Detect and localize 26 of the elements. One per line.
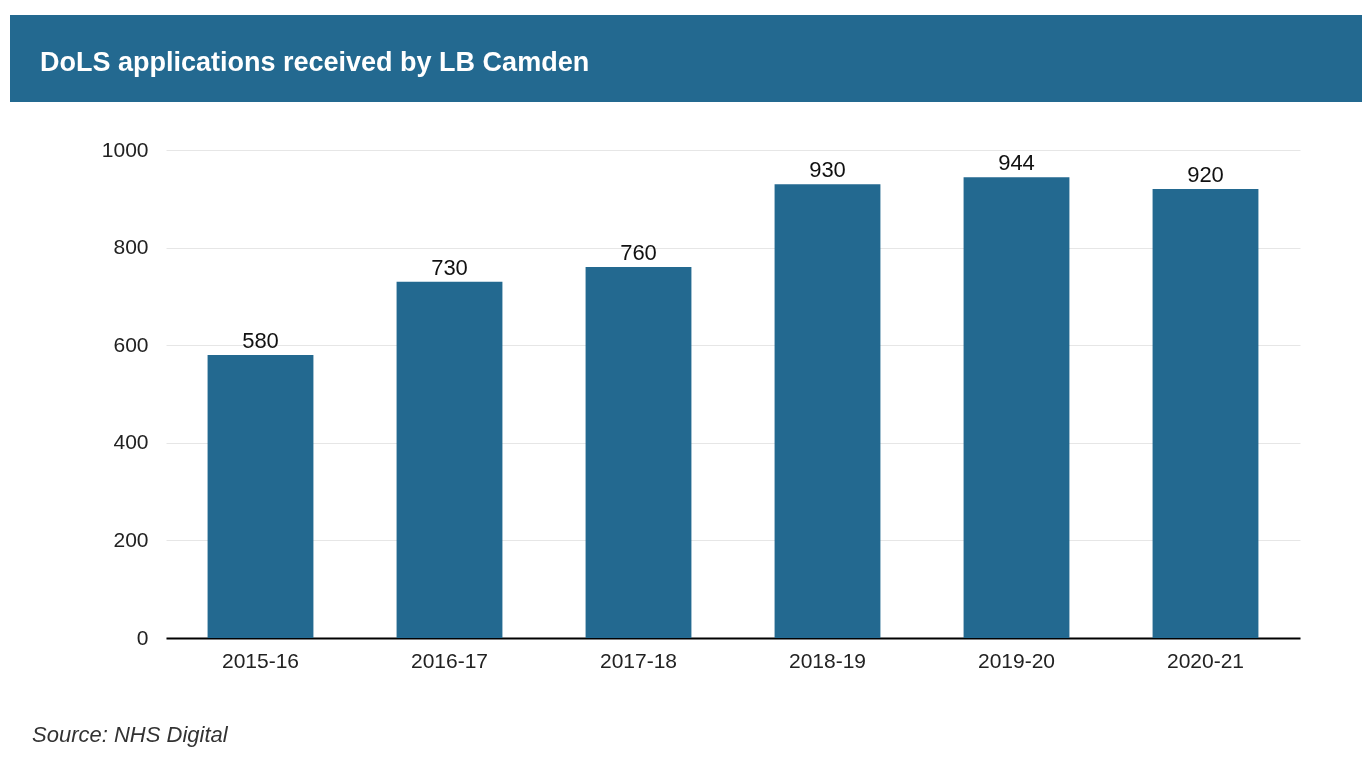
bar — [1152, 189, 1259, 638]
source-note: Source: NHS Digital — [32, 722, 228, 748]
data-label: 760 — [620, 240, 657, 266]
x-tick-label: 2016-17 — [410, 648, 489, 672]
y-tick-label: 600 — [113, 332, 149, 356]
x-tick-label: 2015-16 — [221, 648, 300, 672]
bar — [774, 184, 881, 638]
y-tick-label: 200 — [113, 527, 149, 551]
bar — [207, 354, 314, 638]
data-label: 920 — [1187, 162, 1224, 188]
x-tick-label: 2019-20 — [977, 648, 1056, 672]
data-label: 730 — [431, 254, 468, 280]
data-label: 930 — [809, 157, 846, 183]
chart-title: DoLS applications received by LB Camden — [10, 15, 1362, 102]
y-tick-label: 1000 — [101, 137, 149, 161]
bar — [963, 177, 1070, 638]
x-tick-label: 2020-21 — [1166, 648, 1245, 672]
y-tick-label: 800 — [113, 235, 149, 259]
y-tick-label: 400 — [113, 430, 149, 454]
bar — [585, 267, 692, 638]
y-tick-label: 0 — [136, 625, 149, 649]
data-label: 580 — [242, 327, 279, 353]
data-label: 944 — [998, 150, 1035, 176]
x-tick-label: 2018-19 — [788, 648, 867, 672]
bar — [396, 281, 503, 638]
x-tick-label: 2017-18 — [599, 648, 678, 672]
